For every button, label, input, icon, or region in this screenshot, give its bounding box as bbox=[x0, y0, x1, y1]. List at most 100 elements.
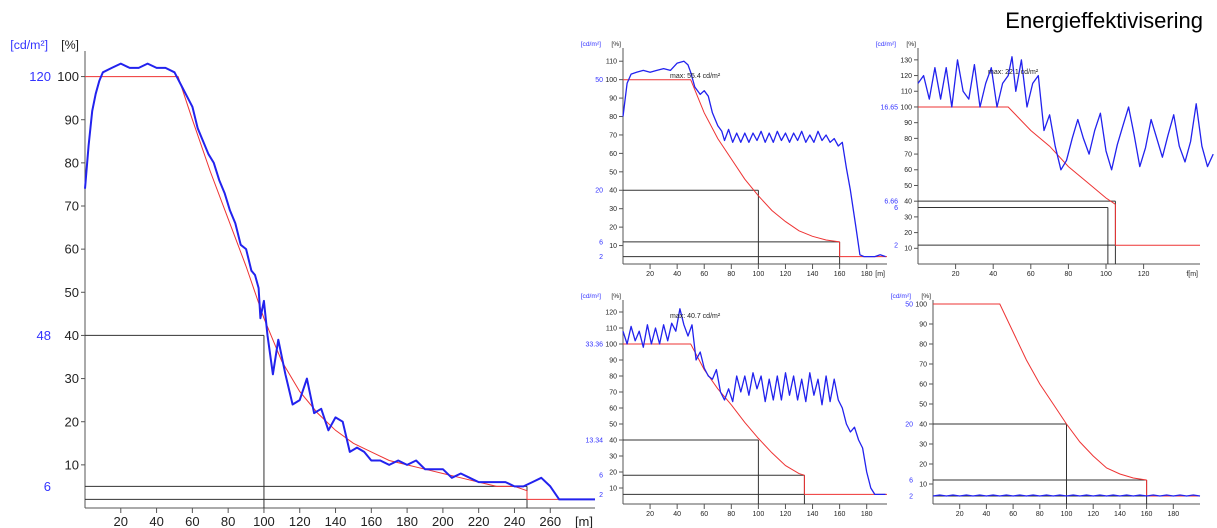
y-tick-label: 10 bbox=[65, 457, 79, 472]
x-tick-label: 40 bbox=[673, 271, 681, 278]
x-tick-label: 120 bbox=[1087, 511, 1099, 518]
max-annotation: max: 40.7 cd/m² bbox=[670, 313, 721, 320]
x-tick-label: 100 bbox=[1100, 271, 1112, 278]
measured-curve bbox=[932, 494, 1201, 497]
y-axis-cd-label: [cd/m²] bbox=[876, 41, 896, 48]
y-tick-label: 10 bbox=[904, 246, 912, 253]
x-axis-label: [m] bbox=[575, 514, 593, 528]
x-tick-label: 80 bbox=[727, 271, 735, 278]
chart-top-left: 10 20 30 40 50 60 70 80 90 100 110 50 20 6 2 [cd/m²] [%]… bbox=[581, 41, 887, 278]
y-tick-label: 60 bbox=[65, 242, 79, 257]
x-axis-label: [m] bbox=[875, 271, 885, 278]
y-tick-label: 30 bbox=[609, 453, 617, 460]
cd-tick-label: 6 bbox=[44, 479, 51, 494]
cd-tick-label: 13.34 bbox=[585, 437, 603, 444]
x-tick-label: 20 bbox=[646, 511, 654, 518]
x-tick-label: 140 bbox=[807, 271, 819, 278]
x-tick-label: 80 bbox=[1036, 511, 1044, 518]
y-tick-label: 60 bbox=[919, 381, 927, 388]
x-tick-label: 100 bbox=[253, 514, 275, 528]
y-tick-label: 110 bbox=[901, 89, 912, 96]
y-tick-label: 40 bbox=[609, 437, 617, 444]
cd-tick-label: 2 bbox=[599, 254, 603, 261]
cd-tick-label: 2 bbox=[894, 243, 898, 250]
x-tick-label: 160 bbox=[834, 271, 846, 278]
y-tick-label: 100 bbox=[605, 77, 617, 84]
x-tick-label: 20 bbox=[956, 511, 964, 518]
x-tick-label: 180 bbox=[1167, 511, 1179, 518]
cd-tick-label: 50 bbox=[905, 301, 913, 308]
x-tick-label: 160 bbox=[1141, 511, 1153, 518]
cd-tick-label: 6 bbox=[894, 205, 898, 212]
max-annotation: max: 22.1 cd/m² bbox=[988, 69, 1039, 76]
x-tick-label: 220 bbox=[468, 514, 490, 528]
y-tick-label: 50 bbox=[609, 421, 617, 428]
x-tick-label: 120 bbox=[780, 511, 792, 518]
y-tick-label: 10 bbox=[609, 485, 617, 492]
chart-main: 10 20 30 40 50 60 70 80 90 100 120 48 6 [cd/m²] [%] 20 4… bbox=[10, 38, 595, 528]
y-tick-label: 100 bbox=[57, 69, 79, 84]
y-tick-label: 90 bbox=[904, 120, 912, 127]
y-tick-label: 70 bbox=[609, 389, 617, 396]
y-tick-label: 120 bbox=[900, 73, 912, 80]
x-tick-label: 20 bbox=[952, 271, 960, 278]
x-tick-label: 120 bbox=[780, 271, 792, 278]
y-tick-label: 70 bbox=[919, 361, 927, 368]
y-axis-pct-label: [%] bbox=[611, 293, 621, 300]
y-axis-cd-label: [cd/m²] bbox=[10, 38, 48, 52]
measured-curve bbox=[622, 60, 886, 258]
y-tick-label: 90 bbox=[919, 321, 927, 328]
y-tick-label: 90 bbox=[609, 357, 617, 364]
x-tick-label: 40 bbox=[983, 511, 991, 518]
y-axis-pct-label: [%] bbox=[906, 41, 916, 48]
x-tick-label: 80 bbox=[727, 511, 735, 518]
y-tick-label: 10 bbox=[919, 481, 927, 488]
cd-tick-label: 6 bbox=[909, 477, 913, 484]
measured-curve bbox=[917, 56, 1214, 171]
measured-curve bbox=[622, 308, 886, 496]
y-axis-pct-label: [%] bbox=[921, 293, 931, 300]
x-tick-label: 100 bbox=[753, 271, 765, 278]
chart-bottom-left: 10 20 30 40 50 60 70 80 90 100 110 120 33.36 13.34 6 2 [… bbox=[581, 293, 887, 518]
y-axis-pct-label: [%] bbox=[611, 41, 621, 48]
y-tick-label: 20 bbox=[919, 461, 927, 468]
measured-curve bbox=[84, 62, 595, 501]
x-tick-label: 120 bbox=[289, 514, 311, 528]
reference-curve bbox=[85, 76, 528, 492]
y-tick-label: 40 bbox=[919, 421, 927, 428]
x-axis-label: f[m] bbox=[1186, 271, 1198, 278]
y-tick-label: 30 bbox=[904, 214, 912, 221]
y-tick-label: 40 bbox=[65, 328, 79, 343]
y-tick-label: 50 bbox=[65, 285, 79, 300]
cd-tick-label: 2 bbox=[909, 493, 913, 500]
cd-tick-label: 50 bbox=[595, 77, 603, 84]
x-tick-label: 100 bbox=[753, 511, 765, 518]
x-tick-label: 80 bbox=[1065, 271, 1073, 278]
y-tick-label: 10 bbox=[609, 243, 617, 250]
y-tick-label: 80 bbox=[609, 373, 617, 380]
cd-tick-label: 6.66 bbox=[884, 199, 898, 206]
y-tick-label: 80 bbox=[65, 155, 79, 170]
reference-tail bbox=[1114, 204, 1200, 246]
x-tick-label: 200 bbox=[432, 514, 454, 528]
y-tick-label: 60 bbox=[609, 405, 617, 412]
y-tick-label: 70 bbox=[904, 152, 912, 159]
max-annotation: max: 55.4 cd/m² bbox=[670, 73, 721, 80]
x-tick-label: 40 bbox=[149, 514, 163, 528]
x-tick-label: 140 bbox=[807, 511, 819, 518]
cd-tick-label: 48 bbox=[37, 328, 51, 343]
y-tick-label: 100 bbox=[915, 301, 927, 308]
cd-tick-label: 16.65 bbox=[880, 104, 898, 111]
reference-curve bbox=[918, 106, 1116, 205]
y-axis-pct-label: [%] bbox=[61, 38, 79, 52]
x-tick-label: 180 bbox=[861, 511, 873, 518]
y-tick-label: 20 bbox=[65, 414, 79, 429]
y-tick-label: 20 bbox=[904, 230, 912, 237]
x-tick-label: 240 bbox=[504, 514, 526, 528]
reference-curve bbox=[933, 303, 1147, 481]
y-tick-label: 20 bbox=[609, 225, 617, 232]
x-tick-label: 120 bbox=[1138, 271, 1150, 278]
x-tick-label: 20 bbox=[114, 514, 128, 528]
y-tick-label: 110 bbox=[606, 325, 617, 332]
y-tick-label: 90 bbox=[65, 112, 79, 127]
